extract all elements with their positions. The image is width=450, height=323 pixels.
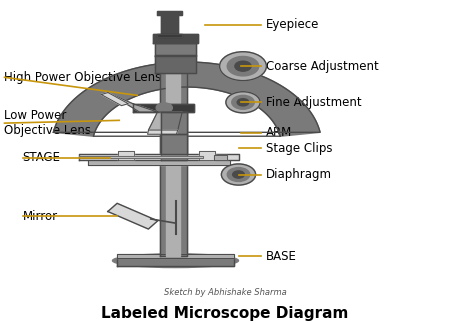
Text: Diaphragm: Diaphragm	[266, 168, 332, 181]
Circle shape	[227, 57, 259, 76]
Text: Sketch by Abhishake Sharma: Sketch by Abhishake Sharma	[164, 288, 286, 297]
Circle shape	[232, 95, 254, 109]
Polygon shape	[155, 55, 196, 73]
Text: High Power Objective Lens: High Power Objective Lens	[4, 71, 162, 84]
Polygon shape	[161, 134, 187, 160]
Polygon shape	[155, 43, 196, 57]
Text: Eyepiece: Eyepiece	[266, 18, 319, 31]
Polygon shape	[133, 104, 194, 112]
Text: Labeled Microscope Diagram: Labeled Microscope Diagram	[101, 307, 349, 321]
Polygon shape	[148, 130, 178, 134]
Text: Stage Clips: Stage Clips	[266, 141, 332, 155]
Circle shape	[227, 168, 250, 182]
Text: BASE: BASE	[266, 250, 297, 263]
Circle shape	[220, 52, 266, 81]
Polygon shape	[148, 112, 182, 130]
Polygon shape	[88, 160, 230, 165]
Polygon shape	[54, 62, 320, 136]
Polygon shape	[161, 12, 178, 36]
Text: STAGE: STAGE	[22, 151, 60, 164]
Circle shape	[156, 103, 172, 113]
Polygon shape	[153, 34, 198, 43]
Polygon shape	[166, 40, 180, 256]
Polygon shape	[157, 11, 182, 16]
Polygon shape	[79, 156, 202, 158]
Text: Coarse Adjustment: Coarse Adjustment	[266, 60, 378, 73]
Circle shape	[221, 164, 256, 185]
Polygon shape	[117, 258, 234, 266]
Circle shape	[226, 92, 260, 113]
Text: Low Power
Objective Lens: Low Power Objective Lens	[4, 109, 91, 137]
Polygon shape	[118, 151, 134, 160]
Circle shape	[237, 99, 249, 106]
Polygon shape	[79, 154, 239, 160]
Polygon shape	[214, 155, 227, 160]
Ellipse shape	[112, 254, 238, 267]
Polygon shape	[117, 254, 234, 258]
Circle shape	[233, 171, 244, 178]
Polygon shape	[160, 40, 187, 256]
Polygon shape	[161, 112, 187, 134]
Text: ARM: ARM	[266, 126, 292, 139]
Polygon shape	[101, 93, 128, 106]
Text: Fine Adjustment: Fine Adjustment	[266, 96, 361, 109]
Polygon shape	[157, 34, 182, 37]
Circle shape	[235, 61, 251, 71]
Polygon shape	[199, 151, 215, 160]
Polygon shape	[108, 203, 158, 229]
Text: Mirror: Mirror	[22, 210, 58, 223]
Polygon shape	[108, 93, 158, 112]
